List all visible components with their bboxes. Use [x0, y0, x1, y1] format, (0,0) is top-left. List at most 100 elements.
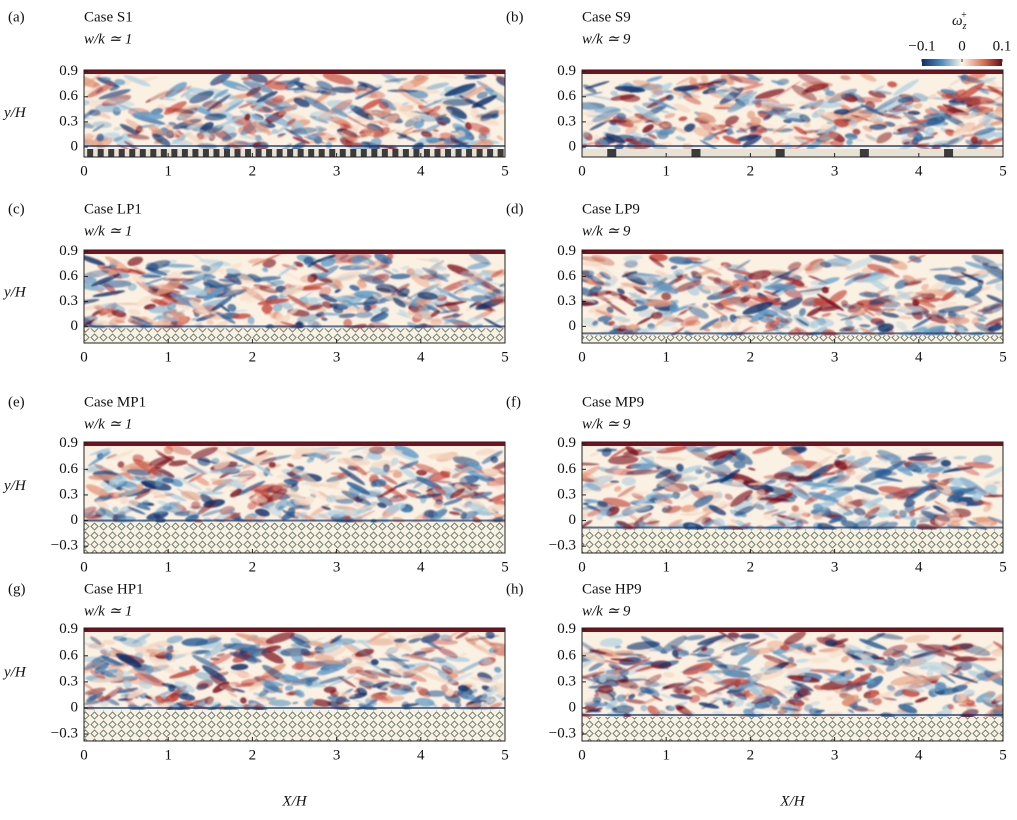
- y-tick-label: 0: [569, 699, 577, 715]
- x-tick-label: 4: [417, 163, 425, 179]
- roughness-element: [108, 149, 114, 157]
- x-tick-label: 5: [501, 559, 509, 575]
- roughness-element: [203, 149, 209, 157]
- roughness-element: [445, 149, 451, 157]
- colorbar-tick-label: 0.1: [993, 38, 1012, 54]
- wall-shear-layer: [84, 520, 505, 522]
- roughness-element: [498, 149, 504, 157]
- top-shear-layer: [582, 70, 1003, 74]
- roughness-element: [192, 149, 198, 157]
- y-tick-label: 0.3: [557, 486, 576, 502]
- x-tick-label: 4: [915, 559, 923, 575]
- y-tick-label: 0.9: [59, 243, 78, 259]
- y-tick-label: 0.6: [59, 88, 78, 104]
- x-tick-label: 1: [662, 163, 670, 179]
- roughness-element: [308, 149, 314, 157]
- x-tick-label: 2: [249, 747, 257, 763]
- y-tick-label: −0.3: [51, 725, 78, 741]
- porous-layer: [582, 530, 1003, 553]
- panel: (a)Case S1w/k ≃ 101234500.30.60.9y/H: [2, 9, 516, 179]
- roughness-element: [403, 149, 409, 157]
- wall: [84, 149, 505, 157]
- roughness-element: [466, 149, 472, 157]
- x-axis-label: X/H: [779, 793, 805, 809]
- case-name: Case MP1: [84, 394, 146, 410]
- eddy: [651, 312, 663, 319]
- vorticity-field: [70, 67, 517, 157]
- roughness-element: [140, 149, 146, 157]
- y-tick-label: 0.3: [557, 293, 576, 309]
- roughness-element: [161, 149, 167, 157]
- roughness-element: [456, 149, 462, 157]
- x-tick-label: 1: [164, 747, 172, 763]
- y-tick-label: 0: [71, 138, 79, 154]
- y-tick-label: 0.6: [59, 647, 78, 663]
- roughness-element: [298, 149, 304, 157]
- eddy: [720, 678, 751, 686]
- y-tick-label: 0.3: [557, 673, 576, 689]
- roughness-element: [487, 149, 493, 157]
- panel-label: (e): [8, 394, 25, 410]
- x-tick-label: 2: [249, 349, 257, 365]
- porous-layer: [582, 335, 1003, 343]
- roughness-element: [434, 149, 440, 157]
- ratio-label: w/k ≃ 9: [582, 416, 631, 432]
- colorbar-tick-label: −0.1: [908, 38, 935, 54]
- porous-layer: [84, 328, 505, 343]
- y-axis-label: y/H: [2, 478, 27, 494]
- y-tick-label: 0.3: [59, 486, 78, 502]
- colorbar-title: ωz+: [952, 10, 967, 32]
- vorticity-field: [567, 439, 1013, 553]
- y-tick-label: 0.3: [59, 293, 78, 309]
- x-tick-label: 0: [80, 349, 88, 365]
- panel-label: (c): [8, 201, 25, 217]
- roughness-element: [235, 149, 241, 157]
- roughness-element: [361, 149, 367, 157]
- roughness-element: [607, 149, 616, 157]
- top-shear-layer: [582, 628, 1003, 632]
- roughness-element: [245, 149, 251, 157]
- x-tick-label: 0: [80, 747, 88, 763]
- roughness-element: [944, 149, 953, 157]
- x-tick-label: 3: [333, 349, 341, 365]
- x-tick-label: 4: [915, 747, 923, 763]
- top-shear-layer: [84, 250, 505, 254]
- y-tick-label: −0.3: [549, 538, 576, 554]
- x-tick-label: 4: [915, 163, 923, 179]
- x-tick-label: 2: [747, 163, 755, 179]
- x-tick-label: 0: [578, 747, 586, 763]
- panel-label: (h): [506, 581, 524, 597]
- x-tick-label: 3: [831, 747, 839, 763]
- x-tick-label: 2: [747, 349, 755, 365]
- y-tick-label: 0: [569, 318, 577, 334]
- roughness-element: [340, 149, 346, 157]
- x-tick-label: 0: [578, 349, 586, 365]
- colorbar: ωz+ −0.1 0 0.1: [908, 10, 1011, 66]
- x-tick-label: 3: [333, 747, 341, 763]
- y-tick-label: 0.9: [557, 435, 576, 451]
- roughness-element: [392, 149, 398, 157]
- y-tick-label: 0: [71, 699, 79, 715]
- colorbar-tick-label: 0: [958, 38, 966, 54]
- eddy: [988, 264, 1007, 266]
- x-tick-label: 1: [662, 747, 670, 763]
- case-name: Case S9: [582, 9, 631, 25]
- wall-shear-layer: [582, 145, 1003, 147]
- roughness-element: [277, 149, 283, 157]
- porous-layer: [582, 717, 1003, 741]
- roughness-element: [224, 149, 230, 157]
- case-name: Case MP9: [582, 394, 644, 410]
- x-tick-label: 1: [164, 163, 172, 179]
- top-shear-layer: [582, 250, 1003, 254]
- roughness-element: [319, 149, 325, 157]
- top-shear-layer: [582, 442, 1003, 446]
- y-tick-label: 0.3: [59, 113, 78, 129]
- roughness-element: [182, 149, 188, 157]
- top-shear-layer: [84, 628, 505, 632]
- x-tick-label: 4: [417, 349, 425, 365]
- ratio-label: w/k ≃ 1: [84, 603, 132, 619]
- wall-shear-layer: [84, 707, 505, 709]
- x-tick-label: 3: [831, 349, 839, 365]
- wall-shear-layer: [84, 145, 505, 147]
- panel-label: (g): [8, 581, 26, 597]
